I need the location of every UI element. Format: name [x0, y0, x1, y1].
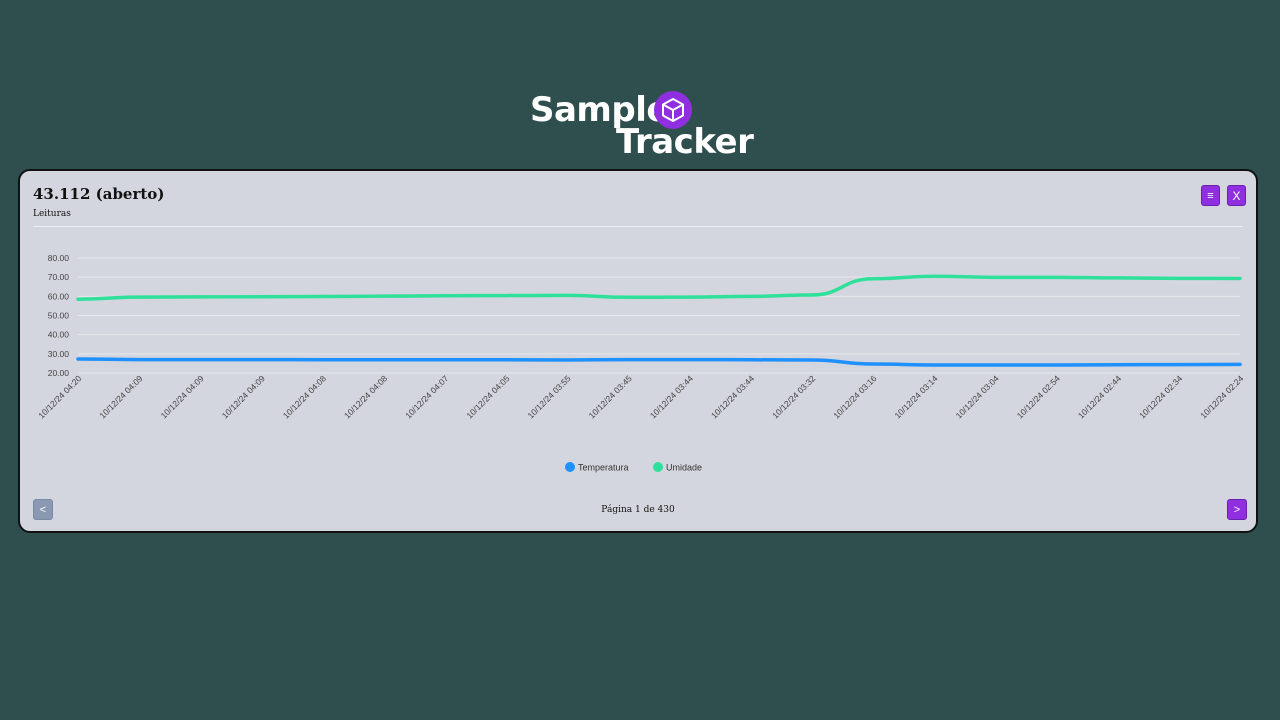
card-subtitle: Leituras [33, 209, 71, 219]
data-point [382, 358, 385, 361]
x-tick-label: 10/12/24 03:45 [587, 373, 634, 420]
data-point [321, 295, 324, 298]
x-tick-label: 10/12/24 02:54 [1015, 373, 1062, 420]
data-point [321, 358, 324, 361]
data-point [749, 358, 752, 361]
data-point [260, 295, 263, 298]
brand-name-line1: Sample [530, 90, 669, 130]
x-tick-label: 10/12/24 04:20 [36, 373, 83, 420]
x-tick-label: 10/12/24 03:32 [770, 373, 817, 420]
pagination-text: Página 1 de 430 [601, 505, 675, 515]
x-tick-label: 10/12/24 02:34 [1137, 373, 1184, 420]
y-tick-label: 80.00 [48, 253, 70, 263]
x-tick-label: 10/12/24 04:09 [97, 373, 144, 420]
data-point [1055, 363, 1058, 366]
data-point [1177, 363, 1180, 366]
x-tick-label: 10/12/24 03:04 [954, 373, 1001, 420]
brand-name-line2: Tracker [616, 122, 754, 162]
legend-swatch [565, 462, 575, 472]
menu-button[interactable]: ≡ [1201, 185, 1220, 206]
prev-page-button[interactable]: < [33, 499, 53, 520]
x-tick-label: 10/12/24 04:09 [220, 373, 267, 420]
legend-label: Umidade [666, 463, 702, 473]
data-point [566, 358, 569, 361]
x-tick-label: 10/12/24 04:07 [403, 373, 450, 420]
y-tick-label: 60.00 [48, 291, 70, 301]
y-tick-label: 70.00 [48, 272, 70, 282]
series-line-umidade [76, 274, 1242, 301]
data-point [933, 363, 936, 366]
data-point [505, 294, 508, 297]
data-point [1116, 276, 1119, 279]
legend-label: Temperatura [578, 463, 629, 473]
divider [33, 226, 1243, 227]
next-page-button[interactable]: > [1227, 499, 1247, 520]
data-point [382, 295, 385, 298]
x-tick-label: 10/12/24 02:24 [1198, 373, 1245, 420]
legend-swatch [653, 462, 663, 472]
data-point [1116, 363, 1119, 366]
data-point [749, 295, 752, 298]
data-point [1239, 363, 1242, 366]
y-tick-label: 50.00 [48, 311, 70, 321]
card-title: 43.112 (aberto) [33, 185, 165, 203]
cube-icon [654, 91, 692, 129]
data-point [688, 296, 691, 299]
x-tick-label: 10/12/24 03:44 [709, 373, 756, 420]
data-point [688, 358, 691, 361]
data-point [810, 358, 813, 361]
x-tick-label: 10/12/24 03:14 [892, 373, 939, 420]
x-tick-label: 10/12/24 03:55 [525, 373, 572, 420]
y-tick-label: 30.00 [48, 349, 70, 359]
data-point [77, 358, 80, 361]
data-point [138, 358, 141, 361]
series-line-temperatura [76, 357, 1242, 367]
data-point [872, 277, 875, 280]
data-point [77, 298, 80, 301]
x-tick-label: 10/12/24 03:44 [648, 373, 695, 420]
data-point [627, 296, 630, 299]
data-point [1239, 277, 1242, 280]
data-point [199, 295, 202, 298]
data-point [138, 296, 141, 299]
readings-card: 43.112 (aberto) Leituras ≡ X 20.00 30.00 4… [18, 169, 1258, 533]
x-tick-label: 10/12/24 04:08 [342, 373, 389, 420]
data-point [443, 358, 446, 361]
close-button[interactable]: X [1227, 185, 1246, 206]
data-point [199, 358, 202, 361]
x-tick-label: 10/12/24 03:16 [831, 373, 878, 420]
data-point [505, 358, 508, 361]
data-point [443, 294, 446, 297]
x-tick-label: 10/12/24 02:44 [1076, 373, 1123, 420]
data-point [994, 363, 997, 366]
data-point [994, 276, 997, 279]
data-point [872, 362, 875, 365]
x-tick-label: 10/12/24 04:08 [281, 373, 328, 420]
data-point [1055, 276, 1058, 279]
y-tick-label: 20.00 [48, 368, 70, 378]
x-tick-label: 10/12/24 04:09 [159, 373, 206, 420]
data-point [933, 275, 936, 278]
readings-chart: 20.00 30.00 40.00 50.00 60.00 70.00 80.00 10/12… [36, 253, 1245, 473]
x-tick-label: 10/12/24 04:05 [464, 373, 511, 420]
data-point [627, 358, 630, 361]
y-tick-label: 40.00 [48, 330, 70, 340]
data-point [1177, 277, 1180, 280]
data-point [566, 294, 569, 297]
data-point [810, 293, 813, 296]
brand-logo: Sample Tracker [530, 88, 754, 162]
data-point [260, 358, 263, 361]
